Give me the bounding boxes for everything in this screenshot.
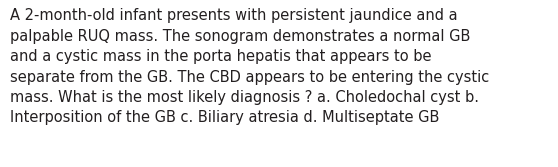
Text: A 2-month-old infant presents with persistent jaundice and a
palpable RUQ mass. : A 2-month-old infant presents with persi…: [10, 8, 489, 125]
